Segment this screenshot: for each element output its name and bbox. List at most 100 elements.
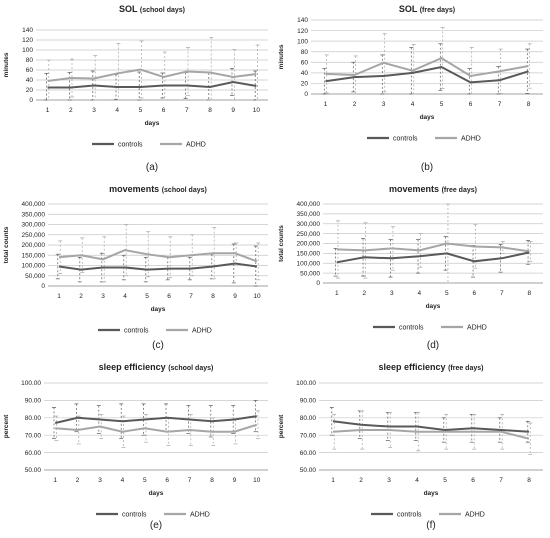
y-tick-label: 100 bbox=[297, 38, 308, 45]
legend-label: ADHD bbox=[186, 142, 206, 149]
y-axis-label: percent bbox=[278, 414, 285, 438]
series-line-adhd bbox=[332, 429, 530, 440]
x-tick-label: 4 bbox=[123, 293, 127, 300]
panel-caption: (e) bbox=[150, 520, 162, 531]
y-tick-label: 250,000 bbox=[22, 232, 46, 239]
x-tick-label: 5 bbox=[443, 477, 447, 484]
x-tick-label: 5 bbox=[139, 107, 143, 114]
y-tick-label: 80 bbox=[301, 49, 309, 56]
x-tick-label: 6 bbox=[162, 107, 166, 114]
y-tick-label: 60.00 bbox=[25, 450, 42, 457]
y-tick-label: 0 bbox=[29, 97, 33, 104]
x-tick-label: 6 bbox=[167, 293, 171, 300]
x-tick-label: 7 bbox=[500, 290, 504, 297]
x-axis-label: days bbox=[424, 490, 439, 497]
y-tick-label: 200,000 bbox=[297, 241, 321, 248]
y-tick-label: 80 bbox=[26, 57, 34, 64]
y-tick-label: 400,000 bbox=[297, 201, 321, 208]
x-tick-label: 7 bbox=[499, 477, 503, 484]
x-axis-label: days bbox=[426, 303, 441, 310]
y-tick-label: 200,000 bbox=[22, 242, 46, 249]
x-tick-label: 5 bbox=[445, 290, 449, 297]
series-line-adhd bbox=[336, 242, 530, 253]
x-axis-label: days bbox=[151, 306, 166, 313]
y-tick-label: 140 bbox=[297, 17, 308, 24]
y-tick-label: 20 bbox=[301, 81, 309, 88]
x-tick-label: 4 bbox=[115, 107, 119, 114]
x-tick-label: 1 bbox=[335, 290, 339, 297]
legend-label: controls bbox=[118, 142, 143, 149]
y-axis-label: total counts bbox=[278, 225, 285, 262]
x-tick-label: 8 bbox=[527, 477, 531, 484]
y-tick-label: 300,000 bbox=[22, 222, 46, 229]
x-tick-label: 6 bbox=[165, 477, 169, 484]
x-tick-label: 6 bbox=[472, 290, 476, 297]
series-line-controls bbox=[325, 65, 529, 84]
series-line-adhd bbox=[55, 423, 258, 433]
x-tick-label: 10 bbox=[253, 477, 261, 484]
x-tick-label: 1 bbox=[324, 101, 328, 108]
legend-label: ADHD bbox=[465, 512, 485, 519]
y-tick-label: 40 bbox=[301, 70, 309, 77]
series-line-controls bbox=[47, 80, 257, 89]
y-tick-label: 100,000 bbox=[22, 263, 46, 270]
x-tick-label: 4 bbox=[121, 477, 125, 484]
x-tick-label: 6 bbox=[469, 101, 473, 108]
y-tick-label: 100 bbox=[22, 47, 33, 54]
y-tick-label: 80.00 bbox=[300, 415, 317, 422]
x-tick-label: 3 bbox=[387, 477, 391, 484]
panel-caption: (a) bbox=[146, 162, 158, 173]
x-tick-label: 2 bbox=[76, 477, 80, 484]
y-tick-label: 100.00 bbox=[21, 380, 41, 387]
x-tick-label: 10 bbox=[253, 293, 261, 300]
y-tick-label: 50.00 bbox=[300, 467, 317, 474]
x-tick-label: 1 bbox=[46, 107, 50, 114]
x-tick-label: 7 bbox=[189, 293, 193, 300]
chart-title: SOL (school days) bbox=[119, 4, 185, 14]
x-tick-label: 5 bbox=[143, 477, 147, 484]
y-tick-label: 120 bbox=[297, 28, 308, 35]
x-tick-label: 1 bbox=[331, 477, 335, 484]
x-tick-label: 9 bbox=[233, 477, 237, 484]
y-axis-label: total counts bbox=[3, 226, 10, 263]
x-tick-label: 3 bbox=[92, 107, 96, 114]
series-line-controls bbox=[336, 251, 530, 264]
y-axis-label: percent bbox=[3, 414, 10, 438]
y-tick-label: 80.00 bbox=[25, 415, 42, 422]
legend-label: ADHD bbox=[467, 325, 487, 332]
chart-e: sleep efficiency (school days) 50.00 60.00… bbox=[3, 362, 268, 531]
x-tick-label: 2 bbox=[362, 290, 366, 297]
y-tick-label: 350,000 bbox=[22, 211, 46, 218]
chart-title: SOL (free days) bbox=[399, 4, 455, 14]
chart-f: sleep efficiency (free days) 50.00 60.00 70… bbox=[278, 362, 543, 531]
x-tick-label: 10 bbox=[253, 107, 261, 114]
y-tick-label: 150,000 bbox=[297, 251, 321, 258]
x-tick-label: 5 bbox=[440, 101, 444, 108]
y-tick-label: 100,000 bbox=[297, 260, 321, 267]
x-tick-label: 8 bbox=[527, 290, 531, 297]
legend-label: controls bbox=[399, 325, 424, 332]
y-tick-label: 350,000 bbox=[297, 211, 321, 218]
chart-title: sleep efficiency (school days) bbox=[99, 362, 214, 372]
chart-title: movements (school days) bbox=[109, 184, 207, 194]
y-tick-label: 50,000 bbox=[300, 270, 320, 277]
y-tick-label: 300,000 bbox=[297, 221, 321, 228]
x-tick-label: 7 bbox=[188, 477, 192, 484]
x-tick-label: 8 bbox=[527, 101, 531, 108]
chart-title: movements (free days) bbox=[389, 184, 477, 194]
legend-label: controls bbox=[122, 512, 147, 519]
legend-label: ADHD bbox=[461, 136, 481, 143]
x-tick-label: 3 bbox=[101, 293, 105, 300]
y-tick-label: 250,000 bbox=[297, 231, 321, 238]
x-tick-label: 7 bbox=[498, 101, 502, 108]
panel-caption: (b) bbox=[421, 162, 433, 173]
x-tick-label: 8 bbox=[208, 107, 212, 114]
panel-caption: (c) bbox=[152, 340, 164, 351]
y-axis-label: minutes bbox=[3, 52, 10, 77]
y-tick-label: 0 bbox=[304, 91, 308, 98]
x-axis-label: days bbox=[145, 120, 160, 127]
chart-a: SOL (school days) 0 20 40 60 80 100 120 140 1 2 3 4 5… bbox=[3, 4, 268, 173]
legend-label: ADHD bbox=[192, 328, 212, 335]
panel-caption: (f) bbox=[426, 520, 435, 531]
